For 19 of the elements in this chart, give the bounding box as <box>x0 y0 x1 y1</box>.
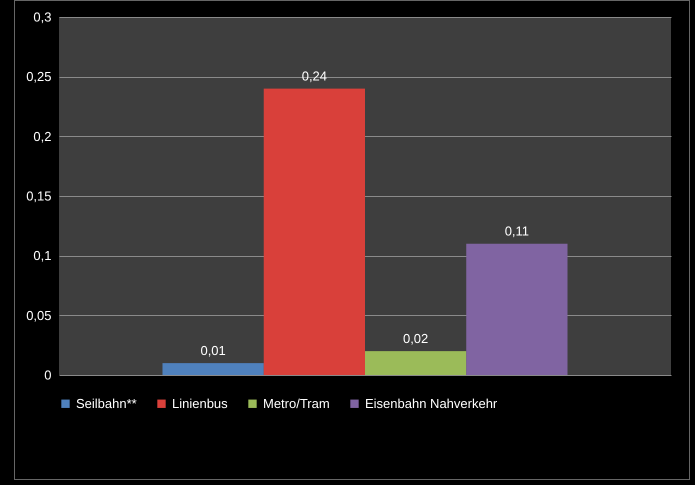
data-label: 0,11 <box>504 224 530 239</box>
bar <box>162 363 264 375</box>
y-tick-label: 0,25 <box>26 69 52 84</box>
legend-label: Linienbus <box>172 396 228 411</box>
y-tick-label: 0,2 <box>33 128 52 144</box>
legend-label: Eisenbahn Nahverkehr <box>365 396 498 411</box>
bar <box>264 88 365 375</box>
y-tick-label: 0,3 <box>33 10 52 24</box>
bar <box>466 244 568 375</box>
data-label: 0,02 <box>402 331 428 346</box>
y-tick-label: 0,15 <box>26 188 52 204</box>
bar <box>365 351 466 375</box>
y-tick-label: 0,05 <box>26 308 52 323</box>
y-tick-label: 0 <box>44 368 52 382</box>
data-label: 0,01 <box>200 343 226 358</box>
data-label: 0,24 <box>302 68 328 84</box>
legend-label: Metro/Tram <box>263 396 330 411</box>
y-tick-label: 0,1 <box>33 248 52 264</box>
legend-label: Seilbahn** <box>76 396 137 411</box>
